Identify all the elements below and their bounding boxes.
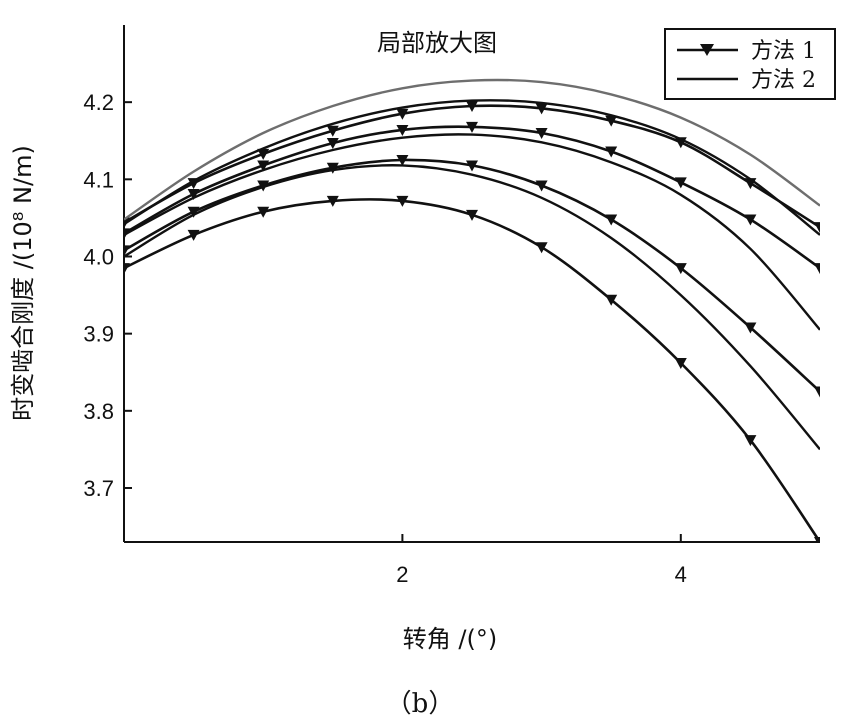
method1-point-marker <box>187 178 200 190</box>
method1-point-marker <box>396 195 409 207</box>
method1-line-1 <box>124 198 820 542</box>
legend-label-method2: 方法 2 <box>751 68 816 93</box>
method1-line-2 <box>124 158 820 393</box>
method2-line-1 <box>124 164 820 451</box>
y-tick-label: 4.0 <box>83 244 114 269</box>
method1-point-marker <box>744 435 757 447</box>
method1-point-marker <box>535 128 548 140</box>
method1-point-marker <box>535 242 548 254</box>
legend-marker-method1 <box>700 44 714 56</box>
method1-point-marker <box>605 214 618 226</box>
y-tick-label: 4.1 <box>83 167 114 192</box>
x-axis-title: 转角 /(°) <box>403 625 497 653</box>
method1-point-marker <box>326 138 339 150</box>
legend: 方法 1 方法 2 <box>664 28 836 100</box>
method1-point-marker <box>674 357 687 369</box>
y-axis-title: 时变啮合刚度 /(10⁸ N/m) <box>9 145 37 421</box>
method1-point-marker <box>466 121 478 133</box>
method1-point-marker <box>466 209 478 221</box>
y-tick-label: 4.2 <box>83 90 114 115</box>
method1-point-marker <box>605 146 618 158</box>
x-tick-label: 2 <box>396 562 408 587</box>
method1-point-marker <box>326 195 339 207</box>
method1-point-marker <box>124 263 130 275</box>
method1-point-marker <box>257 206 270 218</box>
y-tick-label: 3.8 <box>83 399 114 424</box>
method1-point-marker <box>674 177 687 189</box>
method2-line-4 <box>124 78 820 221</box>
method1-point-marker <box>396 155 409 167</box>
y-tick-label: 3.9 <box>83 322 114 347</box>
figure-caption: （b） <box>386 689 455 719</box>
y-ticks: 3.7 3.8 3.9 4.0 4.1 4.2 <box>83 90 132 501</box>
method1-point-marker <box>744 214 757 226</box>
method1-point-marker <box>257 160 270 172</box>
legend-box <box>664 28 836 100</box>
method1-point-marker <box>124 245 130 257</box>
method1-point-marker <box>814 386 820 398</box>
method1-point-marker <box>257 148 270 160</box>
method1-point-marker <box>396 108 409 120</box>
method2-line-3 <box>124 99 820 236</box>
legend-label-method1: 方法 1 <box>751 39 816 64</box>
method1-point-marker <box>187 188 200 200</box>
series-layer <box>124 78 820 542</box>
method1-point-marker <box>814 222 820 234</box>
method2-line-2 <box>124 133 820 331</box>
method1-point-marker <box>814 537 820 542</box>
method1-point-marker <box>396 124 409 136</box>
method1-point-marker <box>326 125 339 137</box>
method1-point-marker <box>674 263 687 275</box>
x-tick-label: 4 <box>675 562 687 587</box>
y-tick-label: 3.7 <box>83 476 114 501</box>
method1-point-marker <box>326 162 339 174</box>
method1-point-marker <box>466 160 478 172</box>
method1-point-marker <box>187 206 200 218</box>
method1-point-marker <box>744 322 757 334</box>
method1-point-marker <box>535 103 548 115</box>
method1-point-marker <box>535 180 548 192</box>
method1-point-marker <box>466 101 478 113</box>
chart-title: 局部放大图 <box>377 29 497 57</box>
method1-point-marker <box>814 263 820 275</box>
method1-point-marker <box>605 115 618 127</box>
method1-point-marker <box>605 294 618 306</box>
method1-point-marker <box>187 229 200 241</box>
